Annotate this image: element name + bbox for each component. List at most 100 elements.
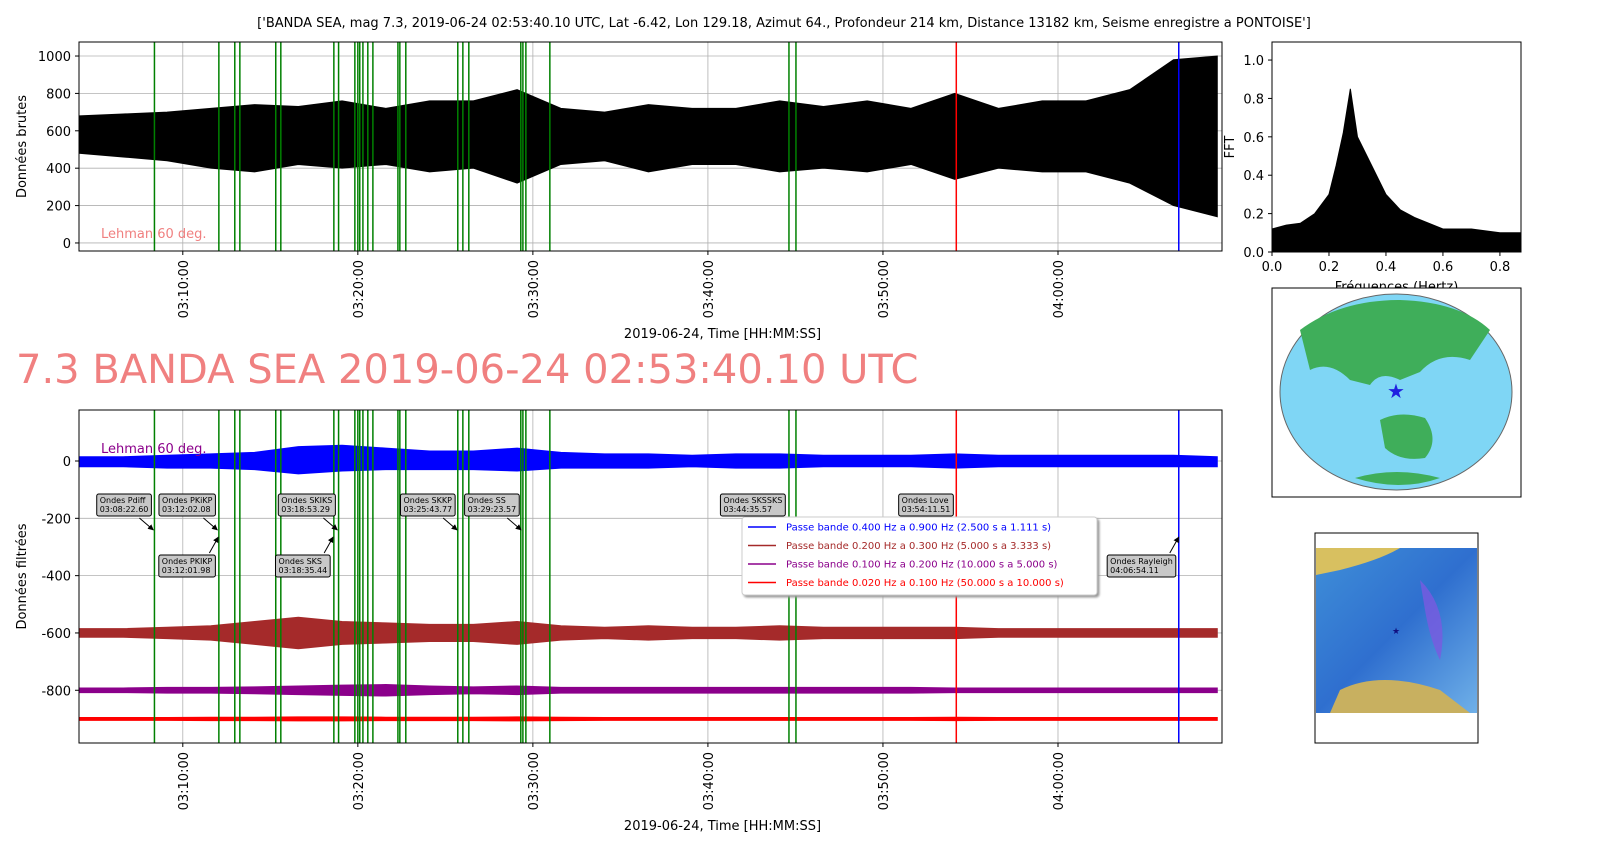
annotation-text: Ondes Pdiff	[100, 496, 146, 505]
axes-frame	[78, 41, 1223, 252]
heading: 7.3 BANDA SEA 2019-06-24 02:53:40.10 UTC	[16, 347, 918, 393]
map-star: ★	[1392, 627, 1400, 637]
y-tick-label: 0.6	[1243, 131, 1264, 146]
y-tick-label: 0.0	[1243, 246, 1264, 261]
annotation-text: 03:44:35.57	[723, 505, 772, 514]
epicenter-star: ★	[1387, 379, 1405, 403]
annotation-text: 03:18:35.44	[279, 566, 328, 575]
x-tick-label: 0.8	[1490, 260, 1511, 275]
x-tick-label: 0.6	[1433, 260, 1454, 275]
y-axis-label: Données brutes	[15, 95, 30, 198]
x-tick-label: 03:50:00	[877, 260, 892, 318]
x-tick-label: 04:00:00	[1052, 260, 1067, 318]
annotation-box	[1106, 554, 1177, 578]
annotation-text: 03:25:43.77	[403, 505, 452, 514]
y-tick-label: -600	[41, 627, 71, 642]
axes-frame	[1271, 41, 1522, 253]
y-tick-label: 0	[63, 455, 71, 470]
annotation-text: Ondes SS	[468, 496, 506, 505]
legend-label: Passe bande 0.020 Hz a 0.100 Hz (50.000 …	[786, 578, 1064, 589]
x-tick-label: 03:30:00	[527, 260, 542, 318]
note: Lehman 60 deg.	[101, 442, 207, 457]
charts: 03:10:00 03:20:00 03:30:00 03:40:00 03:50:00…	[15, 41, 1522, 834]
globe-land	[1300, 300, 1490, 385]
annotation-text: Ondes SKKP	[403, 496, 452, 505]
annotation-box	[158, 554, 216, 578]
annotation-text: Ondes SKS	[279, 557, 322, 566]
y-tick-label: 1000	[38, 50, 71, 65]
globe-land	[1380, 414, 1433, 459]
annotation-text: Ondes PKiKP	[162, 496, 213, 505]
x-tick-label: 04:00:00	[1052, 752, 1067, 810]
waveform	[79, 55, 1218, 218]
y-tick-label: 0.2	[1243, 208, 1264, 223]
annotation-text: Ondes Love	[902, 496, 949, 505]
annotation-box	[464, 493, 520, 517]
y-tick-label: 400	[46, 162, 71, 177]
globe-map: ★	[1271, 287, 1522, 498]
legend-label: Passe bande 0.100 Hz a 0.200 Hz (10.000 …	[786, 560, 1058, 571]
x-tick-label: 03:40:00	[702, 260, 717, 318]
x-tick-label: 03:10:00	[177, 752, 192, 810]
annotation-arrow	[506, 517, 522, 531]
y-tick-label: 800	[46, 87, 71, 102]
x-tick-label: 03:30:00	[527, 752, 542, 810]
y-tick-label: -400	[41, 570, 71, 585]
legend-box	[741, 516, 1098, 596]
map-land	[1330, 680, 1470, 713]
annotation-arrow	[323, 517, 338, 531]
y-tick-label: -800	[41, 684, 71, 699]
annotation-text: 04:06:54.11	[1110, 566, 1159, 575]
x-tick-label: 03:10:00	[177, 260, 192, 318]
annotation-box	[158, 493, 216, 517]
waveform	[79, 716, 1218, 722]
annotation-arrow	[139, 517, 154, 531]
map-trench	[1420, 580, 1443, 660]
annotation-box	[96, 493, 152, 517]
annotation-arrow	[1169, 536, 1180, 554]
waveform	[79, 684, 1218, 697]
x-tick-label: 03:50:00	[877, 752, 892, 810]
annotation-text: Ondes Rayleigh	[1110, 557, 1173, 566]
legend-label: Passe bande 0.400 Hz a 0.900 Hz (2.500 s…	[786, 523, 1051, 534]
globe-land	[1355, 472, 1440, 485]
annotation-box	[719, 493, 786, 517]
note: Lehman 60 deg.	[101, 227, 207, 242]
x-tick-label: 0.2	[1319, 260, 1340, 275]
regional-map: ★	[1314, 532, 1479, 744]
x-axis-label: 2019-06-24, Time [HH:MM:SS]	[624, 327, 821, 342]
legend-label: Passe bande 0.200 Hz a 0.300 Hz (5.000 s…	[786, 541, 1051, 552]
annotation-text: 03:12:01.98	[162, 566, 211, 575]
y-tick-label: 1.0	[1243, 54, 1264, 69]
y-tick-label: 0.4	[1243, 169, 1264, 184]
annotation-box	[277, 493, 336, 517]
map-land	[1316, 548, 1400, 575]
x-tick-label: 03:40:00	[702, 752, 717, 810]
annotation-text: 03:29:23.57	[468, 505, 517, 514]
annotation-box	[275, 554, 331, 578]
x-tick-label: 03:20:00	[352, 260, 367, 318]
annotation-arrow	[208, 536, 219, 554]
legend: Passe bande 0.400 Hz a 0.900 Hz (2.500 s…	[741, 516, 1098, 596]
x-axis-label: 2019-06-24, Time [HH:MM:SS]	[624, 819, 821, 834]
annotation-box	[898, 493, 954, 517]
y-tick-label: 0.8	[1243, 92, 1264, 107]
y-tick-label: 0	[63, 237, 71, 252]
y-tick-label: 600	[46, 125, 71, 140]
annotation-arrow	[442, 517, 458, 531]
annotation-arrow	[323, 536, 334, 554]
waveform	[79, 444, 1218, 475]
x-tick-label: 03:20:00	[352, 752, 367, 810]
annotation-box	[399, 493, 456, 517]
annotation-text: 03:08:22.60	[100, 505, 149, 514]
annotation-text: Ondes SKSSKS	[723, 496, 782, 505]
